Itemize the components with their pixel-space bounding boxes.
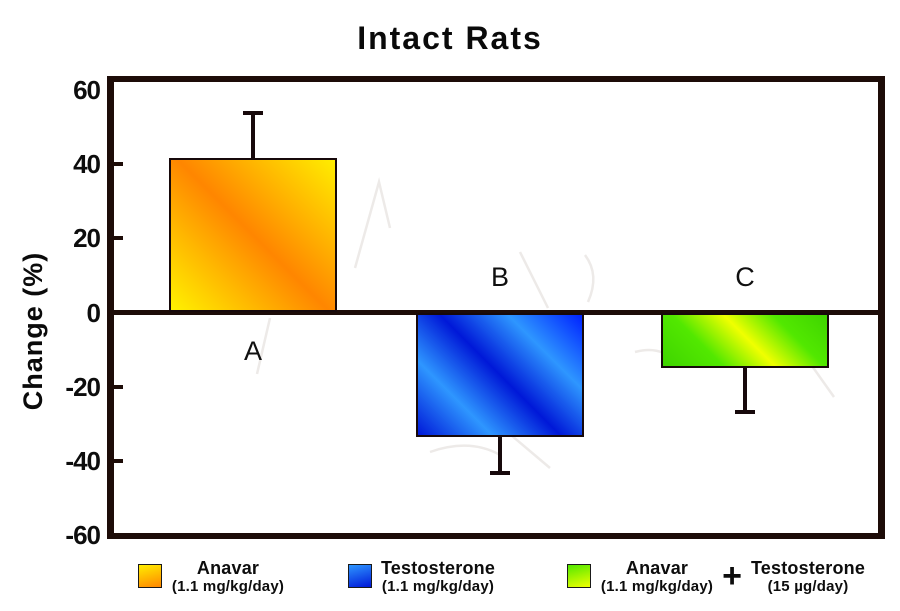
error-bar-stem-C	[743, 368, 747, 411]
legend-swatch-anavar-combo	[567, 564, 591, 588]
y-tick-label: 60	[73, 74, 101, 105]
y-tick-label: -40	[65, 446, 101, 477]
y-tick-label: 40	[73, 148, 101, 179]
y-tick-mark	[114, 459, 123, 464]
bar-A	[169, 158, 337, 313]
legend-item-testosterone-combo: Testosterone (15 µg/day)	[746, 558, 870, 595]
y-tick-label: 0	[86, 297, 101, 328]
error-bar-stem-B	[498, 436, 502, 473]
legend-dose: (1.1 mg/kg/day)	[381, 578, 495, 595]
plot-area-frame	[107, 76, 885, 539]
chart-title: Intact Rats	[357, 20, 543, 56]
error-bar-cap-C	[735, 409, 755, 414]
legend-plus-sign: +	[722, 557, 742, 595]
legend-dose: (1.1 mg/kg/day)	[171, 578, 285, 595]
legend-label: Anavar	[625, 558, 689, 578]
legend-item-anavar-combo: Anavar (1.1 mg/kg/day)	[567, 558, 719, 595]
error-bar-stem-A	[251, 113, 255, 159]
legend-dose: (15 µg/day)	[767, 578, 849, 595]
y-tick-mark	[114, 236, 123, 241]
error-bar-cap-B	[490, 471, 510, 476]
y-tick-label: 20	[73, 223, 101, 254]
error-bar-cap-A	[243, 110, 263, 115]
bar-C	[661, 312, 829, 369]
y-tick-mark	[114, 384, 123, 389]
legend-label: Testosterone	[750, 558, 866, 578]
legend-dose: (1.1 mg/kg/day)	[600, 578, 714, 595]
legend-swatch-anavar	[138, 564, 162, 588]
legend-item-testosterone: Testosterone (1.1 mg/kg/day)	[348, 558, 500, 595]
legend-label: Anavar	[196, 558, 260, 578]
y-tick-label: -60	[65, 520, 101, 551]
legend-swatch-testosterone	[348, 564, 372, 588]
legend-item-anavar: Anavar (1.1 mg/kg/day)	[138, 558, 290, 595]
bar-label-C: C	[735, 261, 755, 292]
y-tick-mark	[114, 161, 123, 166]
bar-label-B: B	[490, 261, 509, 292]
legend-label: Testosterone	[380, 558, 496, 578]
y-tick-label: -20	[65, 371, 101, 402]
bar-label-A: A	[243, 335, 262, 366]
bar-B	[416, 312, 584, 437]
